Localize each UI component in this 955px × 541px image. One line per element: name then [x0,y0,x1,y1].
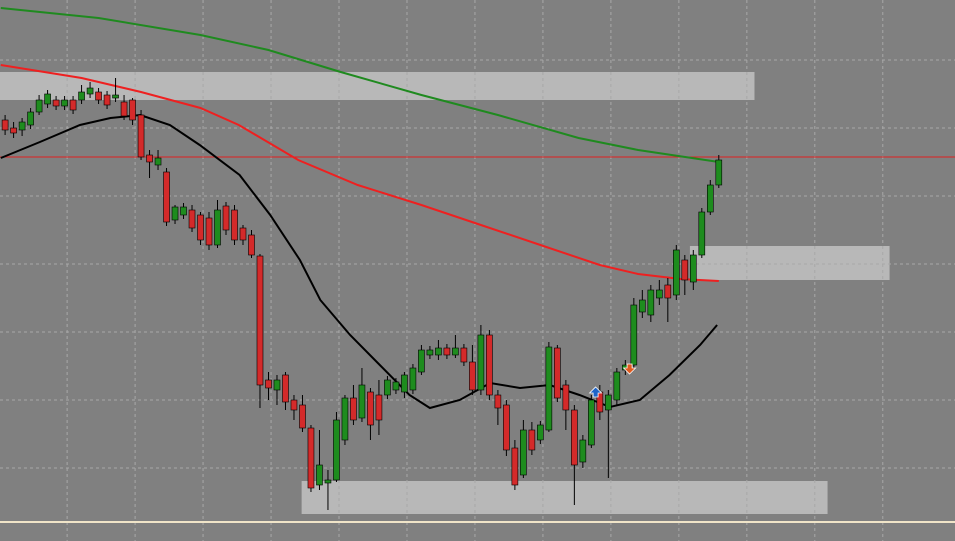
candle-body [469,361,476,391]
candle-body [520,429,527,476]
candle-body [375,394,383,421]
candle-body [681,259,689,281]
candle-body [214,209,221,246]
candle-body [61,99,68,107]
candle-body [163,171,170,223]
candle-body [477,334,485,391]
candle-body [554,347,561,399]
candle-body [333,419,340,481]
candle-body [273,379,281,391]
candle-body [647,289,655,316]
candle-body [52,99,60,107]
candle-body [69,99,77,111]
candle-body [120,101,128,117]
candle-body [341,397,349,441]
candle-body [10,127,17,134]
candle-body [486,334,493,396]
candle-body [664,284,672,299]
candle-body [503,404,510,451]
candle-body [511,447,519,486]
candle-body [452,347,459,356]
candle-body [154,157,162,166]
candle-body [494,394,502,409]
candle-body [197,214,204,241]
candle-body [673,249,680,296]
candle-body [605,394,612,411]
candle-body [231,209,238,241]
candle-body [545,346,553,431]
zone [689,246,890,280]
candle-body [290,399,298,411]
candle-body [392,381,400,391]
candle-body [205,217,213,246]
candle-body [562,384,570,411]
candle-body [460,347,468,363]
candle-body [146,154,153,163]
candle-body [18,121,26,131]
candle-body [137,114,145,158]
candle-body [613,371,621,401]
candle-body [588,399,595,446]
candle-body [44,93,51,105]
candle-body [95,91,102,101]
candle-body [715,159,723,186]
candle-body [324,479,332,484]
candle-body [571,409,578,466]
candle-body [27,111,34,126]
signal-arrow [622,363,637,375]
candle-body [180,206,187,216]
candle-body [639,299,646,313]
candle-body [367,391,374,426]
candle-body [248,234,255,256]
candle-body [256,255,264,386]
candle-body [307,427,315,489]
signal-arrow [588,386,603,398]
candle-body [537,424,544,441]
candle-body [707,184,714,213]
candle-body [316,464,323,486]
candle-body [656,289,663,299]
candle-body [239,227,247,241]
candle-body [78,91,85,101]
candle-body [418,349,425,373]
candle-body [443,347,451,356]
moving-average [0,64,719,282]
candle-body [579,439,587,463]
candle-body [435,347,442,356]
candle-body [86,87,94,95]
candle-body [528,429,536,451]
candle-body [129,99,136,121]
candle-body [384,379,391,396]
candle-body [690,254,697,283]
candle-body [299,404,306,429]
candle-body [103,94,111,106]
candle-body [426,349,434,356]
candle-body [401,374,408,393]
candle-body [282,374,289,403]
candle-body [188,209,196,229]
zone [0,72,755,100]
moving-average [0,7,719,163]
candle-body [630,304,638,366]
candle-body [350,397,357,421]
candle-body [35,99,43,113]
candle-body [265,379,272,389]
candle-body [358,384,366,419]
candle-body [409,367,417,391]
candle-body [171,206,179,221]
candle-body [1,119,9,131]
zone [301,481,828,514]
candle-body [222,205,230,231]
candle-body [112,94,119,99]
candle-body [698,211,706,256]
